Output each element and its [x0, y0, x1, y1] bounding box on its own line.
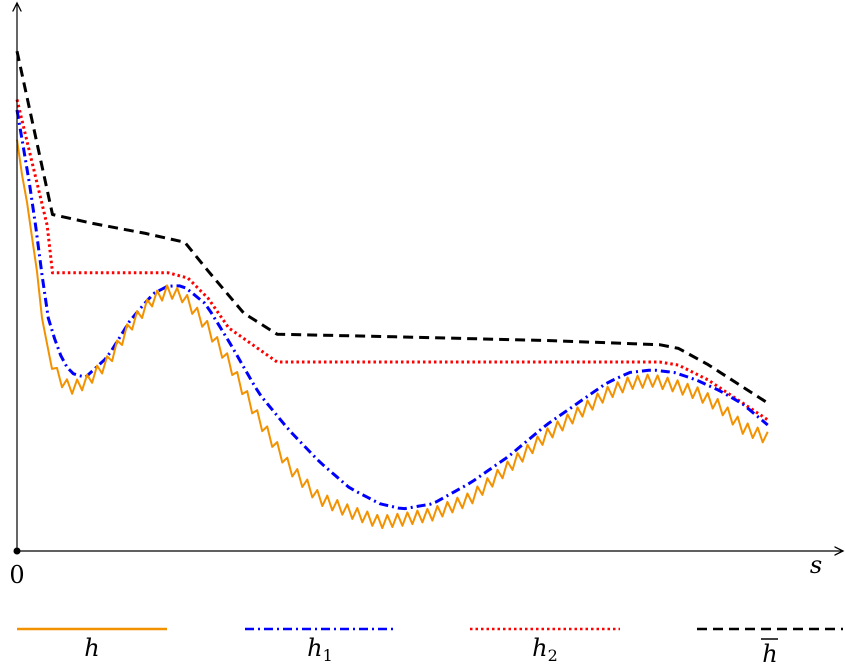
x-tick-label: 0 — [9, 561, 24, 589]
x-axis-label: s — [810, 551, 822, 579]
series-group — [15, 50, 769, 530]
series-line-h1 — [15, 109, 769, 511]
legend-entry-h2: h2 — [470, 627, 620, 665]
origin-dot — [13, 547, 21, 555]
legend-label-hbar: h — [762, 640, 777, 668]
legend-label-h1: h1 — [307, 634, 333, 665]
legend-entry-h1: h1 — [245, 627, 395, 665]
legend-entry-hbar: h — [697, 627, 843, 668]
plot-area: 0 s — [9, 3, 843, 589]
legend-label-h2: h2 — [532, 634, 558, 665]
series-line-h2 — [15, 99, 769, 422]
legend: h h1 h2 h — [17, 627, 843, 668]
series-line-hbar — [15, 50, 769, 405]
legend-label-h: h — [84, 634, 99, 662]
series-line-h — [16, 139, 769, 530]
legend-entry-h: h — [17, 627, 167, 662]
